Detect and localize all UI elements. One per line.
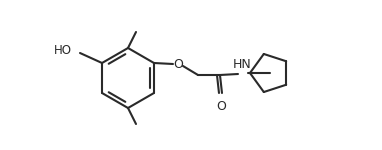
Text: O: O	[173, 58, 183, 72]
Text: HO: HO	[54, 45, 72, 57]
Text: HN: HN	[233, 58, 251, 71]
Text: O: O	[216, 100, 226, 113]
